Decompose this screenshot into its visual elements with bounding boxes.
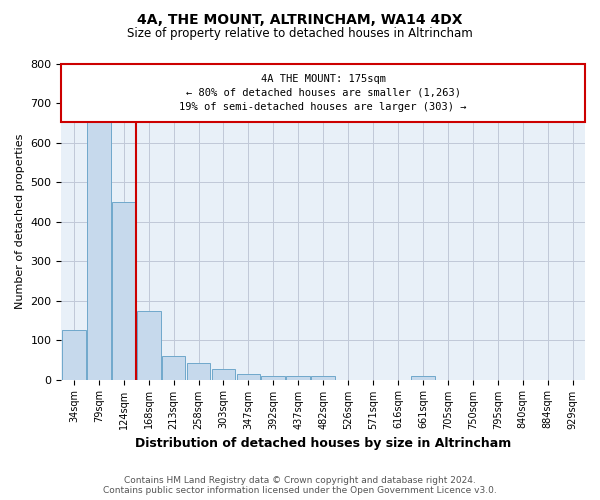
X-axis label: Distribution of detached houses by size in Altrincham: Distribution of detached houses by size … (135, 437, 511, 450)
Bar (311, 376, 335, 380)
Bar (87, 119, 110, 380)
Text: 4A, THE MOUNT, ALTRINCHAM, WA14 4DX: 4A, THE MOUNT, ALTRINCHAM, WA14 4DX (137, 12, 463, 26)
Bar (212, 368, 235, 380)
Text: Contains HM Land Registry data © Crown copyright and database right 2024.: Contains HM Land Registry data © Crown c… (124, 476, 476, 485)
Bar (262, 376, 285, 380)
Bar (137, 310, 161, 380)
Text: 4A THE MOUNT: 175sqm
← 80% of detached houses are smaller (1,263)
19% of semi-de: 4A THE MOUNT: 175sqm ← 80% of detached h… (179, 74, 467, 112)
Bar (62, 330, 86, 380)
Bar (236, 374, 260, 380)
Bar (112, 202, 136, 380)
Bar (286, 376, 310, 380)
Y-axis label: Number of detached properties: Number of detached properties (15, 134, 25, 310)
Bar (162, 356, 185, 380)
Text: Size of property relative to detached houses in Altrincham: Size of property relative to detached ho… (127, 28, 473, 40)
Text: Contains public sector information licensed under the Open Government Licence v3: Contains public sector information licen… (103, 486, 497, 495)
Bar (411, 376, 435, 380)
Bar (187, 363, 211, 380)
